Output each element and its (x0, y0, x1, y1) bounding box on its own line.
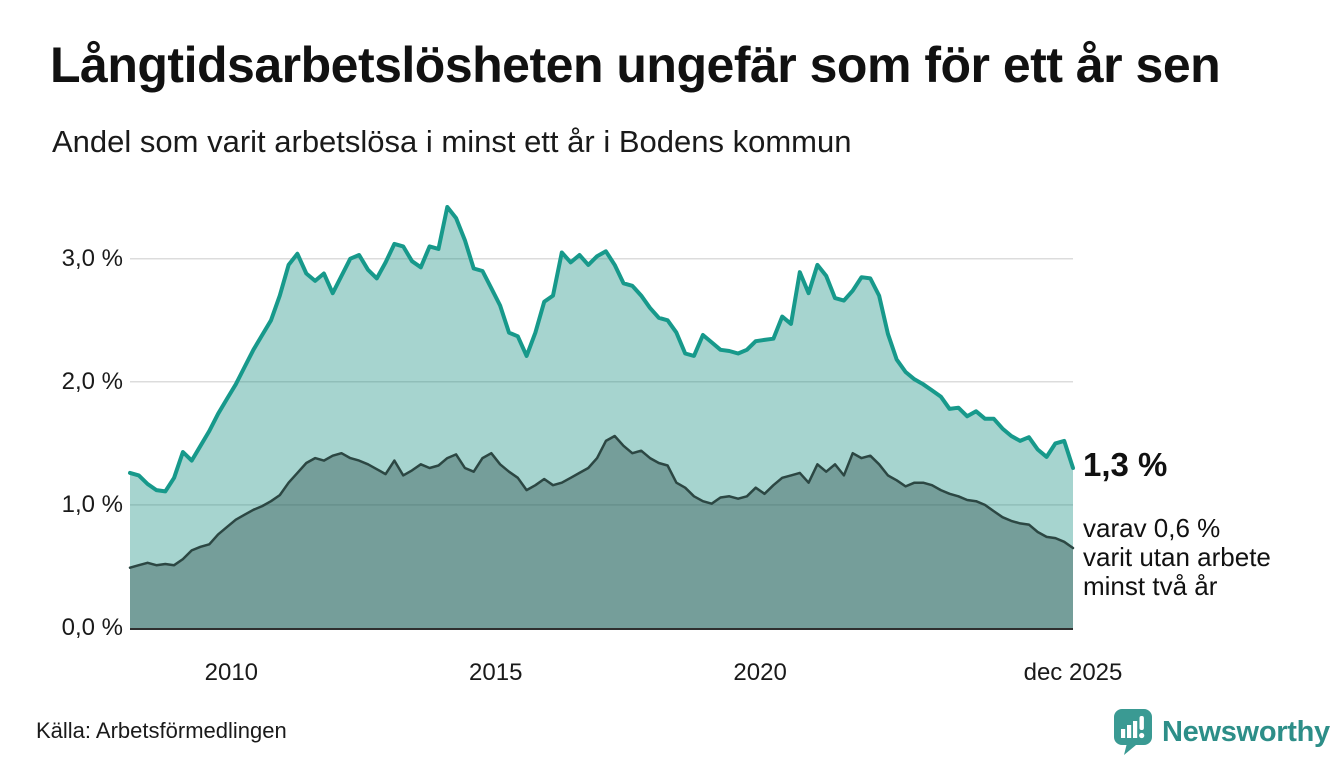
secondary-value-note: varav 0,6 % varit utan arbete minst två … (1083, 514, 1333, 601)
newsworthy-bubble-icon (1114, 709, 1152, 755)
y-tick-label-0: 0,0 % (61, 614, 123, 641)
chart-subtitle: Andel som varit arbetslösa i minst ett å… (52, 124, 852, 159)
latest-value-label: 1,3 % (1083, 446, 1168, 483)
y-tick-label-3: 3,0 % (61, 244, 123, 272)
line-series-1 (128, 434, 1075, 569)
x-tick-label-dec-2025: dec 2025 (1023, 659, 1123, 686)
secondary-note-line-1: varav 0,6 % (1083, 513, 1221, 543)
area-fill-series-0 (130, 207, 1073, 628)
x-tick-label-2020: 2020 (733, 659, 787, 686)
y-tick-label-2: 2,0 % (61, 367, 123, 395)
secondary-note-line-2: varit utan arbete (1083, 542, 1271, 572)
secondary-note-line-3: minst två år (1083, 571, 1218, 601)
source-caption: Källa: Arbetsförmedlingen (36, 718, 287, 743)
y-tick-label-1: 1,0 % (61, 490, 123, 518)
chart-title: Långtidsarbetslösheten ungefär som för e… (50, 37, 1221, 93)
x-tick-label-2010: 2010 (204, 659, 259, 686)
area-fill-series-1 (130, 436, 1073, 628)
x-tick-label-2015: 2015 (469, 659, 523, 686)
line-series-0 (128, 205, 1075, 494)
newsworthy-wordmark: Newsworthy (1162, 715, 1330, 748)
newsworthy-logo-link[interactable]: Newsworthy (1113, 708, 1330, 756)
